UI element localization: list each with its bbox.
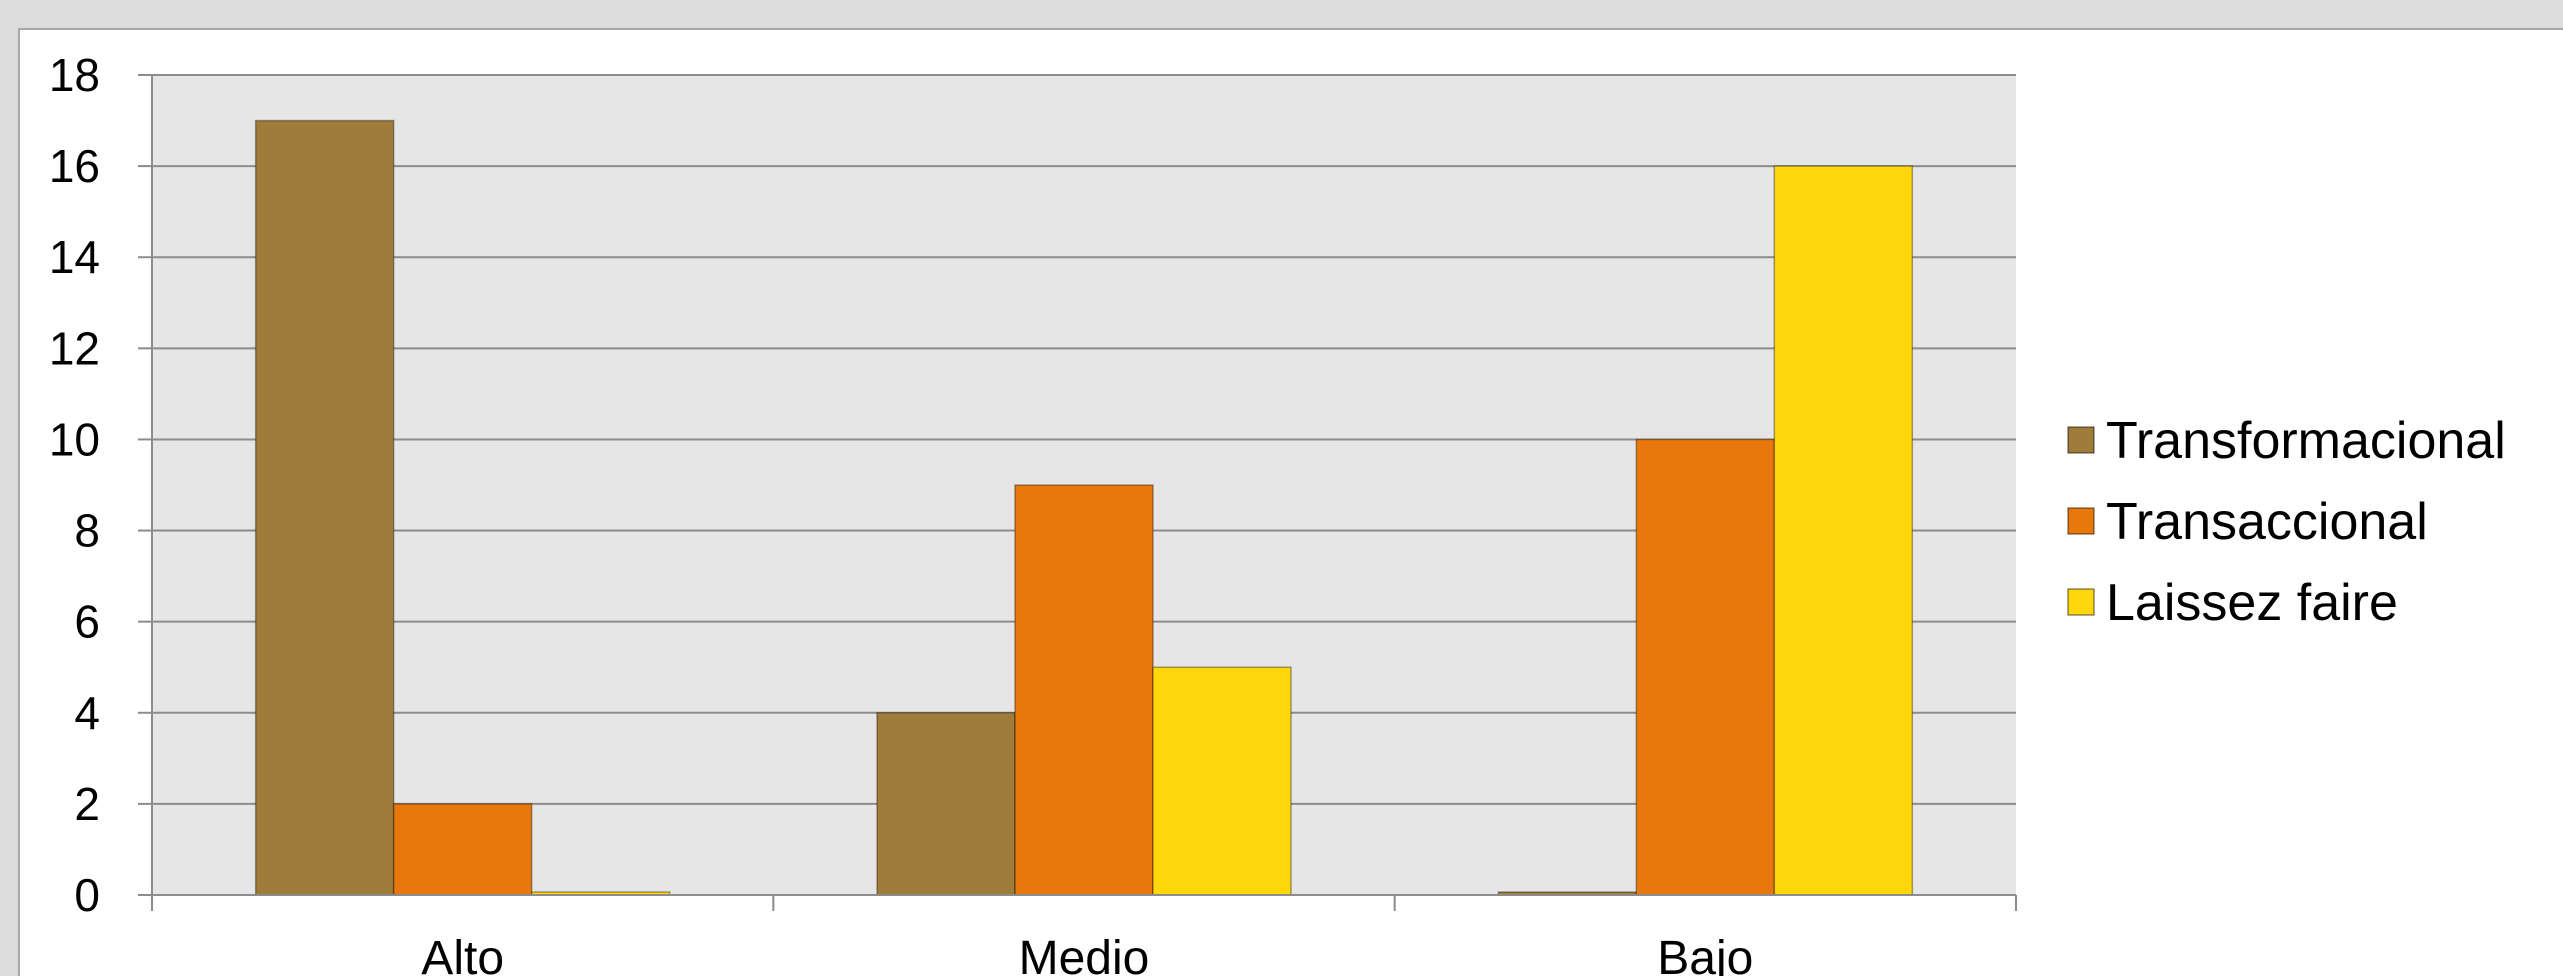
- bar-transformacional-medio: [876, 712, 1016, 896]
- bar-laissez-faire-bajo: [1773, 165, 1914, 896]
- bar-transaccional-alto: [392, 803, 533, 896]
- y-tick-label: 10: [49, 413, 100, 465]
- title-strip: [0, 0, 2563, 28]
- bar-laissez-faire-medio: [1152, 666, 1292, 896]
- legend: Transformacional Transaccional Laissez fai…: [2067, 412, 2506, 632]
- x-category-label: Alto: [421, 932, 504, 976]
- y-tick-label: 18: [49, 49, 100, 101]
- y-tick-label: 14: [49, 231, 100, 283]
- axes: 0 2 4 6 8 10 12 14 16 18 Alto Medio Bajo: [49, 49, 2017, 976]
- legend-swatch: [2067, 507, 2095, 535]
- y-tick-label: 0: [74, 869, 100, 921]
- y-tick-label: 2: [74, 778, 100, 830]
- legend-label: Transaccional: [2106, 493, 2428, 551]
- bar-transaccional-bajo: [1635, 438, 1776, 896]
- y-tick-label: 16: [49, 140, 100, 192]
- y-tick-label: 4: [74, 687, 100, 739]
- y-tick-label: 6: [74, 596, 100, 648]
- legend-swatch: [2067, 588, 2095, 616]
- bar-transformacional-alto: [254, 119, 395, 896]
- legend-label: Transformacional: [2106, 412, 2506, 470]
- x-category-label: Medio: [1019, 932, 1150, 976]
- y-tick-label: 12: [49, 322, 100, 374]
- legend-label: Laissez faire: [2106, 574, 2398, 632]
- y-tick-label: 8: [74, 505, 100, 557]
- bar-transaccional-medio: [1014, 484, 1154, 896]
- x-category-label: Bajo: [1657, 932, 1753, 976]
- legend-swatch: [2067, 426, 2095, 454]
